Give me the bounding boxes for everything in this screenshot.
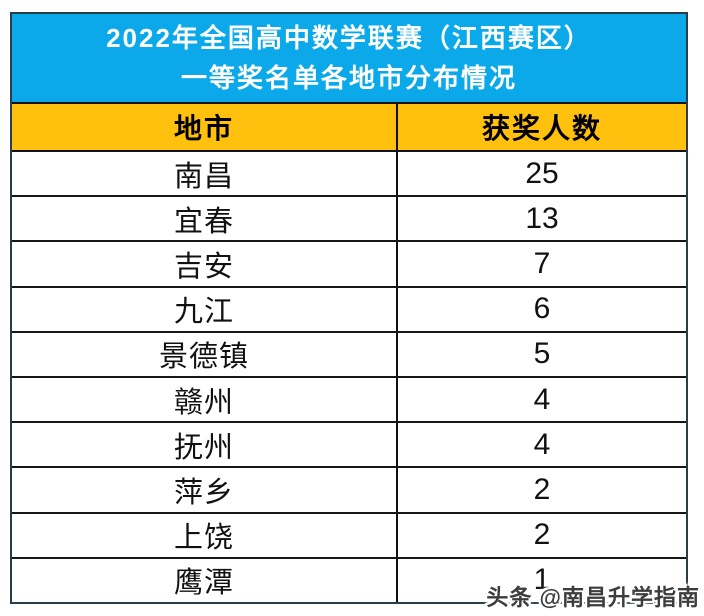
count-value: 5: [533, 337, 551, 371]
city-cell: 上饶: [12, 513, 398, 557]
toutiao-watermark: 头条 @南昌升学指南: [486, 585, 700, 610]
count-cell: 25: [398, 152, 686, 195]
table-row: 南昌 25: [12, 152, 686, 196]
city-label: 赣州: [173, 386, 234, 419]
header-city-label: 地市: [173, 113, 234, 144]
count-cell: 4: [398, 423, 686, 466]
count-cell: 2: [398, 468, 686, 511]
city-label: 南昌: [173, 160, 234, 193]
header-cell-city: 地市: [12, 104, 398, 150]
title-banner: 2022年全国高中数学联赛（江西赛区） 一等奖名单各地市分布情况: [12, 14, 686, 104]
count-value: 7: [533, 247, 551, 280]
count-value: 2: [533, 518, 551, 552]
city-label: 萍乡: [173, 477, 234, 510]
count-cell: 6: [398, 288, 686, 331]
city-cell: 吉安: [12, 242, 398, 286]
table-row: 上饶 2: [12, 511, 686, 557]
city-label: 鹰潭: [173, 567, 234, 600]
city-cell: 九江: [12, 287, 398, 331]
count-cell: 7: [398, 242, 686, 285]
header-count-label: 获奖人数: [481, 113, 602, 144]
count-value: 1: [533, 563, 551, 597]
city-cell: 抚州: [12, 423, 398, 467]
count-value: 2: [533, 473, 551, 507]
city-cell: 南昌: [12, 152, 398, 196]
count-cell: 4: [398, 378, 686, 421]
count-value: 13: [525, 201, 559, 235]
table-header-row: 地市 获奖人数: [12, 104, 686, 152]
table-row: 景德镇 5: [12, 330, 686, 377]
city-cell: 萍乡: [12, 468, 398, 512]
award-table-card: 2022年全国高中数学联赛（江西赛区） 一等奖名单各地市分布情况 地市 获奖人数…: [10, 12, 688, 604]
city-label: 抚州: [173, 431, 234, 464]
header-cell-count: 获奖人数: [398, 104, 686, 150]
city-label: 吉安: [173, 251, 234, 283]
city-label: 上饶: [173, 522, 234, 555]
table-row: 九江 6: [12, 285, 686, 331]
table-row: 赣州 4: [12, 376, 686, 422]
count-value: 4: [533, 382, 551, 416]
table-row: 鹰潭 1: [12, 556, 686, 603]
count-value: 6: [533, 292, 551, 326]
city-label: 景德镇: [158, 341, 249, 374]
table-row: 宜春 13: [12, 195, 686, 241]
table-row: 抚州 4: [12, 421, 686, 467]
count-value: 4: [533, 427, 551, 461]
city-cell: 景德镇: [12, 332, 398, 377]
count-value: 25: [525, 156, 559, 190]
count-cell: 1: [398, 559, 686, 602]
table-row: 吉安 7: [12, 240, 686, 286]
title-line-1: 2022年全国高中数学联赛（江西赛区）: [106, 23, 592, 53]
city-cell: 赣州: [12, 378, 398, 422]
city-label: 九江: [173, 296, 234, 329]
table-row: 萍乡 2: [12, 466, 686, 512]
city-cell: 鹰潭: [12, 558, 398, 603]
count-cell: 5: [398, 333, 686, 376]
title-line-2: 一等奖名单各地市分布情况: [180, 63, 517, 93]
city-label: 宜春: [173, 205, 234, 238]
count-cell: 2: [398, 514, 686, 557]
count-cell: 13: [398, 197, 686, 240]
city-cell: 宜春: [12, 197, 398, 241]
